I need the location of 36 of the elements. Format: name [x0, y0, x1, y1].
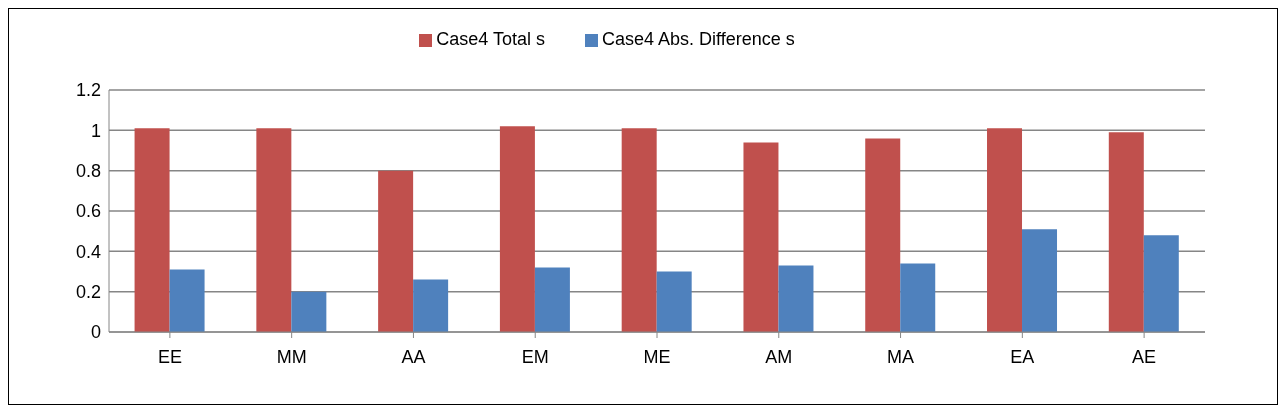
bar [134, 128, 170, 332]
bar [621, 128, 657, 332]
bar [1022, 229, 1058, 332]
bar [291, 291, 327, 332]
x-tick-label: ME [643, 346, 671, 367]
bar [656, 271, 692, 332]
bar [413, 279, 449, 332]
x-tick-label: EM [521, 346, 549, 367]
y-tick-label: 1 [90, 120, 101, 141]
y-tick-label: 0.4 [75, 241, 101, 262]
bar [865, 138, 901, 332]
bar [169, 269, 205, 332]
y-tick-label: 0.2 [75, 282, 101, 303]
y-tick-label: 0 [90, 322, 101, 343]
legend-label: Case4 Abs. Difference s [601, 29, 795, 49]
x-tick-label: AA [401, 346, 426, 367]
legend-label: Case4 Total s [436, 29, 545, 49]
y-tick-label: 0.6 [75, 201, 101, 222]
x-tick-label: EA [1010, 346, 1035, 367]
bar [1143, 235, 1179, 332]
x-tick-label: MA [887, 346, 915, 367]
x-tick-label: MM [276, 346, 307, 367]
bar [378, 170, 414, 332]
bar [743, 142, 779, 332]
bar [987, 128, 1023, 332]
bar [900, 263, 936, 332]
bar [534, 267, 570, 332]
y-tick-label: 1.2 [75, 80, 101, 101]
bar [1108, 132, 1144, 332]
y-tick-label: 0.8 [75, 161, 101, 182]
bar [499, 126, 535, 332]
x-tick-label: AE [1132, 346, 1157, 367]
bar [256, 128, 292, 332]
x-tick-label: EE [157, 346, 182, 367]
bar [778, 265, 814, 332]
x-tick-label: AM [765, 346, 793, 367]
